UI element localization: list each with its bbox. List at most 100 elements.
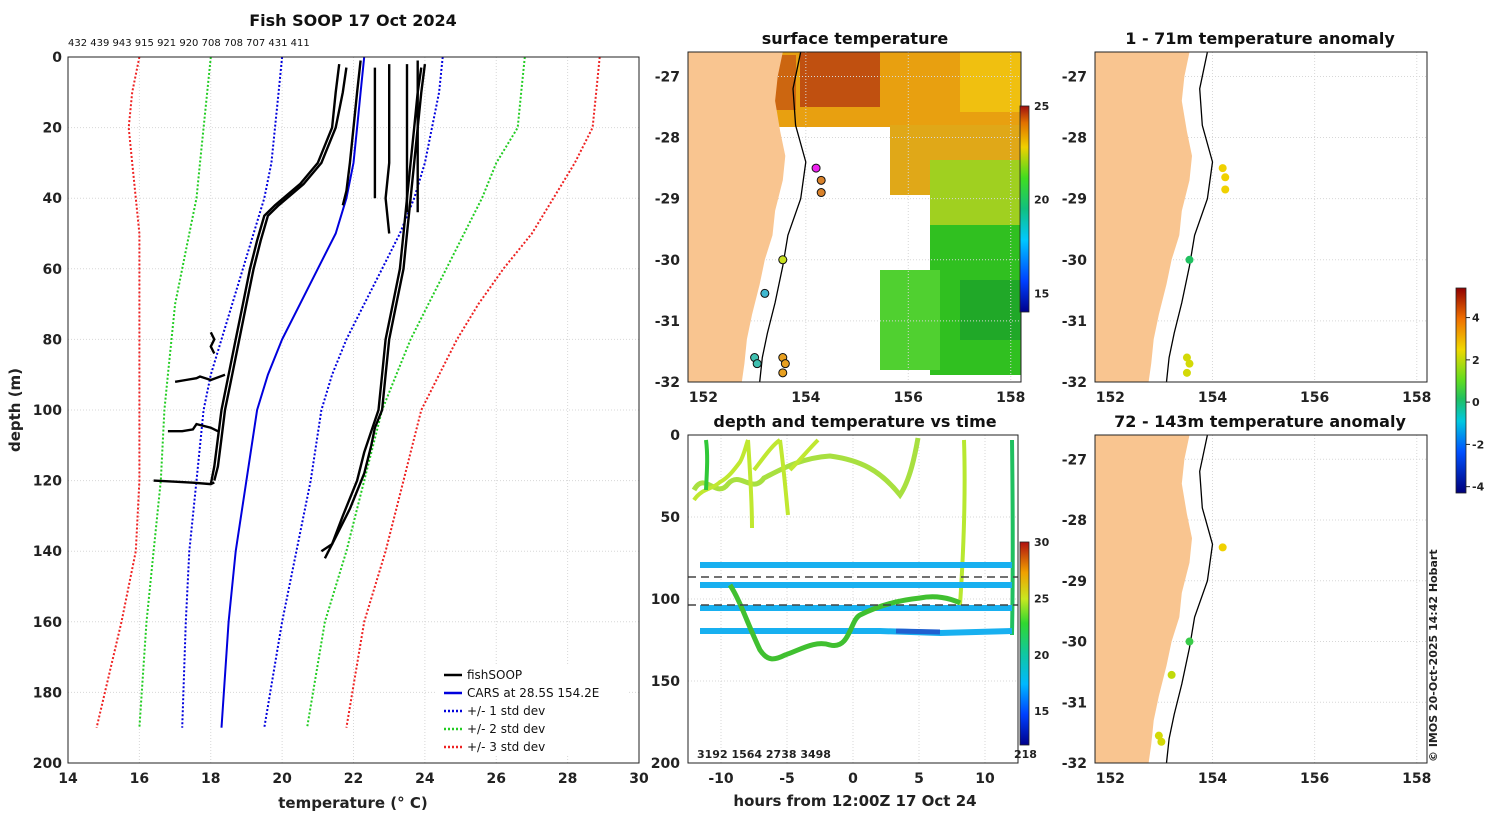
- depth-time-x-label: hours from 12:00Z 17 Oct 24: [733, 792, 976, 810]
- anomaly-deep-point: [1218, 543, 1227, 552]
- profile-series-line-4: [138, 56, 212, 728]
- profile-series-line-7: [209, 63, 341, 485]
- surface-station-marker: [816, 188, 826, 198]
- anomaly-colorbar-tick-label: 2: [1472, 354, 1480, 367]
- profile-x-tick-label: 14: [58, 771, 78, 787]
- profile-series-line-8: [213, 67, 348, 481]
- anomaly-deep-points: [1154, 543, 1227, 746]
- surface-station-marker: [760, 288, 770, 298]
- map-y-tick-label: -31: [655, 314, 680, 330]
- surface-isobath: [759, 51, 807, 383]
- trace-shallow-b: [692, 438, 820, 529]
- surface-colorbar-tick-label: 25: [1034, 100, 1049, 113]
- anomaly-deep-isobath: [1165, 434, 1214, 764]
- trace-level-120-cool: [895, 628, 941, 635]
- profile-x-tick-label: 18: [201, 771, 220, 787]
- profile-x-tick-label: 20: [272, 771, 292, 787]
- profile-y-tick-label: 180: [33, 685, 62, 701]
- profile-y-tick-label: 20: [43, 121, 63, 137]
- depth-time-y-tick-label: 150: [651, 674, 680, 690]
- profile-y-tick-label: 200: [33, 756, 62, 772]
- profile-series-line-12: [384, 64, 391, 234]
- map-y-tick-label: -32: [1062, 756, 1087, 772]
- anomaly-deep-title: 72 - 143m temperature anomaly: [1114, 412, 1406, 431]
- map-y-tick-label: -31: [1062, 695, 1087, 711]
- anomaly-shallow-land: [1095, 52, 1192, 382]
- depth-time-x-tick-label: -10: [708, 771, 734, 787]
- profile-y-tick-label: 100: [33, 403, 62, 419]
- profile-x-tick-label: 24: [415, 771, 435, 787]
- profile-series-line-16: [153, 479, 215, 486]
- profile-y-ticks: 0 20 40 60 80 100 120 140 160 180 200: [33, 50, 62, 772]
- profile-y-tick-label: 0: [52, 50, 62, 66]
- profile-series-line-17: [167, 422, 219, 433]
- legend-box: [437, 664, 627, 756]
- surface-station-marker: [778, 368, 788, 378]
- profile-frame: [67, 56, 640, 764]
- profile-series-line-9: [323, 63, 427, 559]
- map-y-tick-label: -31: [1062, 314, 1087, 330]
- footer-credit: © IMOS 20-Oct-2025 14:42 Hobart: [1427, 549, 1440, 762]
- map-x-tick-label: 158: [1402, 390, 1431, 406]
- map-x-tick-label: 152: [1096, 771, 1125, 787]
- profile-series-line-18: [174, 373, 226, 383]
- anomaly-deep-ticks: 152 154 156 158 -27 -28 -29 -30 -31 -32: [1062, 452, 1432, 787]
- depth-time-colorbar-tick-label: 20: [1034, 649, 1050, 662]
- depth-time-colorbar: [1019, 541, 1030, 746]
- anomaly-shallow-point: [1221, 185, 1230, 194]
- map-y-tick-label: -27: [1062, 69, 1087, 85]
- profile-series-line-0: [220, 56, 366, 728]
- sst-east-patch: [960, 52, 1021, 112]
- depth-time-y-tick-label: 100: [651, 592, 680, 608]
- anomaly-shallow-panel: 152 154 156 158 -27 -28 -29 -30 -31 -32 1 - 71m t…: [1062, 29, 1432, 406]
- map-y-tick-label: -30: [1062, 253, 1088, 269]
- profile-x-tick-label: 28: [558, 771, 577, 787]
- anomaly-deep-point: [1154, 731, 1163, 740]
- map-y-tick-label: -28: [1062, 513, 1087, 529]
- depth-time-y-tick-label: 0: [670, 428, 680, 444]
- profile-x-ticks: 14 16 18 20 22 24 26 28 30: [58, 771, 649, 787]
- profile-y-tick-label: 120: [33, 474, 62, 490]
- anomaly-deep-panel: 152 154 156 158 -27 -28 -29 -30 -31 -32 72 - 143m…: [1062, 287, 1485, 787]
- anomaly-shallow-point: [1185, 359, 1194, 368]
- map-x-tick-label: 154: [1198, 390, 1227, 406]
- map-y-tick-label: -28: [655, 131, 680, 147]
- map-y-tick-label: -29: [655, 192, 680, 208]
- surface-colorbar: [1019, 105, 1030, 313]
- profile-y-label: depth (m): [6, 368, 24, 452]
- profile-lines: [95, 56, 601, 728]
- anomaly-shallow-point: [1182, 368, 1191, 377]
- profile-series-line-11: [341, 60, 362, 206]
- map-x-tick-label: 152: [689, 390, 718, 406]
- legend-entry-3std: +/- 3 std dev: [467, 740, 545, 754]
- map-y-tick-label: -30: [655, 253, 681, 269]
- depth-time-colorbar-tick-label: 30: [1034, 536, 1050, 549]
- profile-y-tick-label: 80: [43, 332, 63, 348]
- profile-series-line-3: [306, 56, 526, 728]
- map-y-tick-label: -29: [1062, 192, 1087, 208]
- anomaly-shallow-point: [1182, 353, 1191, 362]
- map-x-tick-label: 156: [1300, 390, 1329, 406]
- depth-time-bottom-labels: 3192 1564 2738 3498: [697, 748, 831, 761]
- anomaly-deep-point: [1185, 637, 1194, 646]
- depth-time-x-tick-label: 10: [975, 771, 995, 787]
- legend-entry-cars: CARS at 28.5S 154.2E: [467, 686, 599, 700]
- surface-stations: [750, 163, 826, 378]
- anomaly-shallow-point: [1221, 173, 1230, 182]
- depth-time-y-tick-label: 200: [651, 756, 680, 772]
- depth-time-traces: [691, 437, 1015, 662]
- trace-deep-dive: [727, 583, 962, 662]
- anomaly-colorbar-ticks: 4 2 0 -2 -4: [1466, 312, 1485, 494]
- profile-y-tick-label: 60: [43, 262, 63, 278]
- sst-green-west: [880, 270, 940, 370]
- trace-level-120: [700, 628, 1013, 637]
- map-y-tick-label: -30: [1062, 635, 1088, 651]
- surface-colorbar-tick-label: 20: [1034, 194, 1050, 207]
- profile-x-tick-label: 26: [487, 771, 506, 787]
- depth-time-colorbar-tick-label: 15: [1034, 705, 1049, 718]
- profile-y-tick-label: 140: [33, 544, 62, 560]
- sst-green-dark: [960, 280, 1021, 340]
- anomaly-deep-point: [1157, 737, 1166, 746]
